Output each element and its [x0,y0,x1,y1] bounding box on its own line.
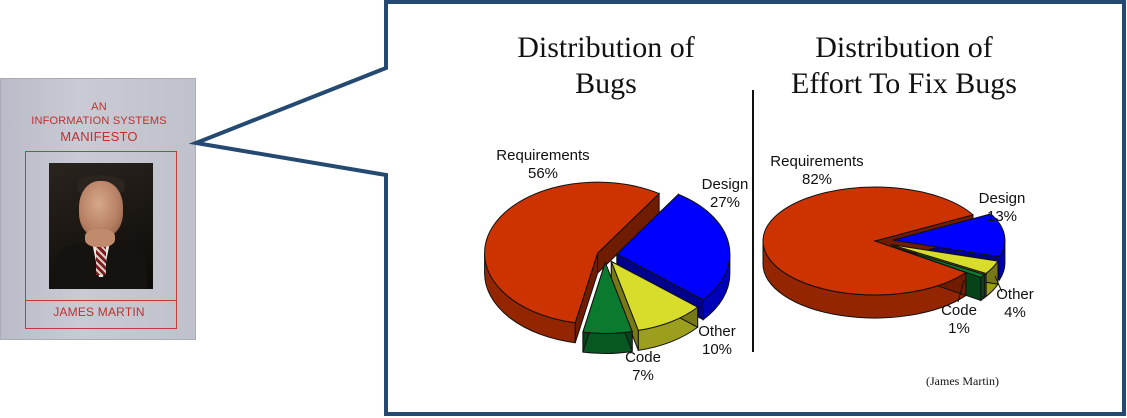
book-author: JAMES MARTIN [53,305,145,319]
book-cover: AN INFORMATION SYSTEMS MANIFESTO JAMES M… [0,78,196,340]
pie1-slice-code [582,261,633,335]
credit-text: (James Martin) [926,374,999,388]
chart2-label-other: Other 4% [980,286,1050,322]
chart2-name-other: Other [996,286,1034,303]
chart1-value-code: 7% [632,367,654,384]
chart2-value-code: 1% [948,320,970,337]
pie-chart-2 [762,186,1006,319]
pie2-slice-design [892,213,1006,258]
chart1-title-line1: Distribution of [517,31,695,64]
pie2-slice-code [889,245,986,278]
pie1-slice-requirements [484,181,661,324]
chart-divider [752,90,754,352]
chart1-name-code: Code [625,349,661,366]
pie1-slice-design [616,193,731,301]
chart2-label-code: Code 1% [926,302,992,338]
chart1-name-design: Design [701,176,749,193]
chart1-title: Distribution of Bugs [456,30,756,102]
chart1-value-requirements: 56% [527,165,559,182]
chart2-title: Distribution of Effort To Fix Bugs [754,30,1054,102]
chart2-leader-code [957,279,965,303]
pie2-slice-requirements [762,186,974,296]
book-divider [25,300,177,301]
chart1-name-other: Other [698,323,736,340]
chart2-title-line1: Distribution of [815,31,993,64]
chart2-name-requirements: Requirements [770,153,864,170]
chart1-label-other: Other 10% [682,323,752,359]
chart1-name-requirements: Requirements [496,147,590,164]
chart2-value-requirements: 82% [801,171,833,188]
chart2-name-code: Code [941,302,977,319]
book-title-line1: AN [91,101,107,113]
chart2-value-design: 13% [986,208,1018,225]
chart1-value-design: 27% [709,194,741,211]
chart2-title-line2: Effort To Fix Bugs [791,67,1017,100]
chart1-title-line2: Bugs [575,67,637,100]
book-title-line2: INFORMATION SYSTEMS [31,115,167,127]
chart1-label-code: Code 7% [610,349,676,385]
chart1-value-other: 10% [701,341,733,358]
book-frame [25,151,177,329]
pie-chart-1 [484,181,731,355]
chart2-name-design: Design [978,190,1026,207]
chart1-label-design: Design 27% [688,176,762,212]
chart1-label-requirements: Requirements 56% [478,147,608,183]
pie1-slice-other [610,260,699,331]
chart2-label-requirements: Requirements 82% [752,153,882,189]
chart2-value-other: 4% [1004,304,1026,321]
author-photo [49,163,153,289]
pie2-slice-other [891,244,999,274]
chart2-label-design: Design 13% [966,190,1038,226]
chart2-leader-other [994,275,1003,293]
book-title-line3: MANIFESTO [60,129,138,144]
